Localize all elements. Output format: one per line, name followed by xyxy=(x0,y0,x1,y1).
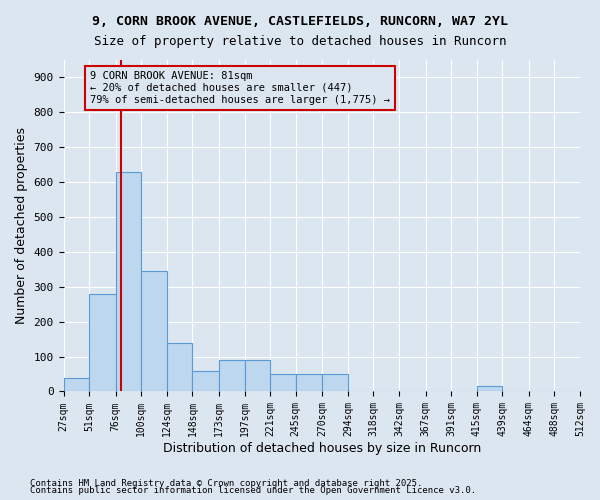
Bar xyxy=(193,370,219,392)
Y-axis label: Number of detached properties: Number of detached properties xyxy=(15,127,28,324)
Bar xyxy=(296,374,322,392)
Text: 9, CORN BROOK AVENUE, CASTLEFIELDS, RUNCORN, WA7 2YL: 9, CORN BROOK AVENUE, CASTLEFIELDS, RUNC… xyxy=(92,15,508,28)
Bar xyxy=(270,374,296,392)
Text: Contains HM Land Registry data © Crown copyright and database right 2025.: Contains HM Land Registry data © Crown c… xyxy=(30,478,422,488)
Bar xyxy=(322,374,348,392)
Bar xyxy=(477,386,502,392)
Bar xyxy=(245,360,270,392)
Bar xyxy=(219,360,245,392)
Bar xyxy=(116,172,141,392)
Text: Contains public sector information licensed under the Open Government Licence v3: Contains public sector information licen… xyxy=(30,486,476,495)
Bar xyxy=(89,294,116,392)
Bar xyxy=(167,342,193,392)
Bar xyxy=(64,378,89,392)
Text: Size of property relative to detached houses in Runcorn: Size of property relative to detached ho… xyxy=(94,35,506,48)
Bar xyxy=(141,271,167,392)
X-axis label: Distribution of detached houses by size in Runcorn: Distribution of detached houses by size … xyxy=(163,442,481,455)
Text: 9 CORN BROOK AVENUE: 81sqm
← 20% of detached houses are smaller (447)
79% of sem: 9 CORN BROOK AVENUE: 81sqm ← 20% of deta… xyxy=(90,72,390,104)
